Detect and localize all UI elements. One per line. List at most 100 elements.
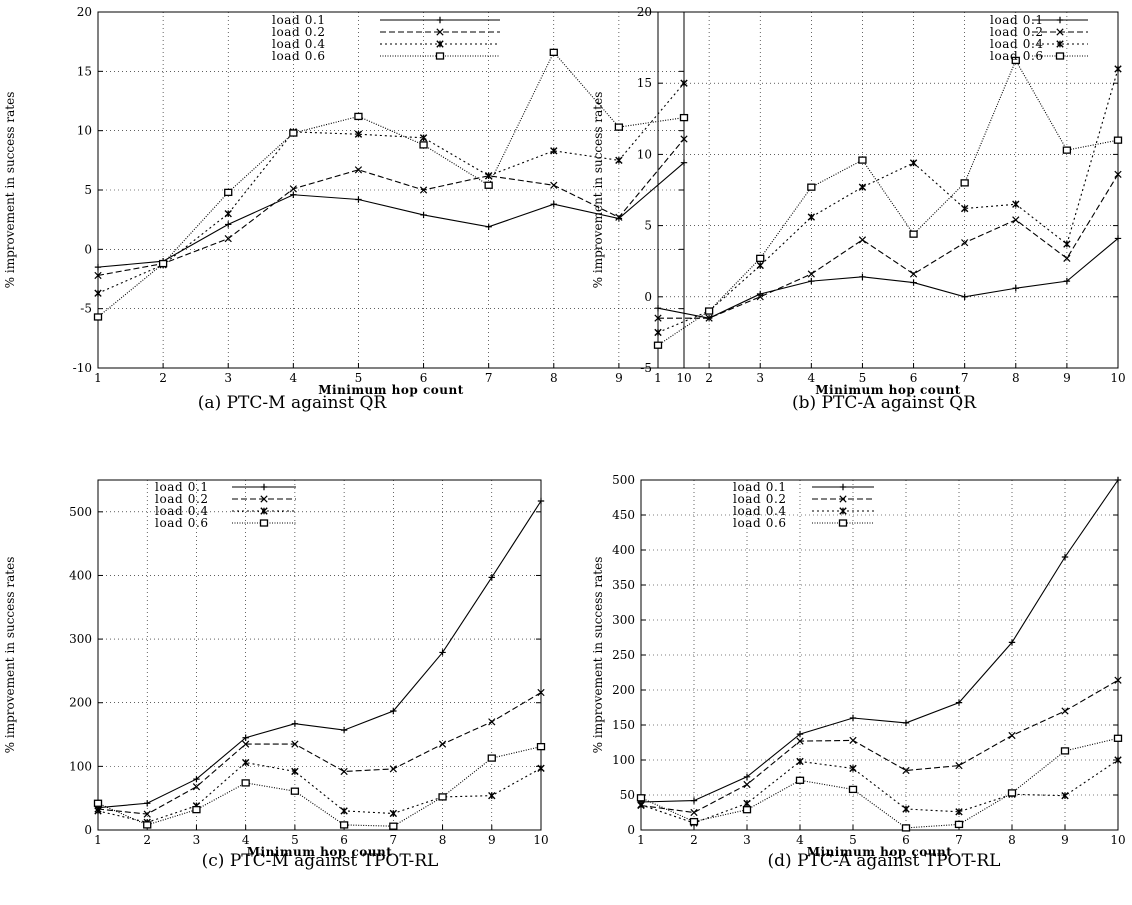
data-point [1062, 146, 1072, 154]
series-line [97, 746, 542, 827]
data-point [290, 787, 300, 795]
data-point [848, 785, 858, 794]
series-4 [653, 56, 1123, 349]
x-tick-label: 4 [796, 833, 804, 847]
y-tick-label: -5 [640, 361, 652, 375]
data-point [536, 742, 546, 751]
series-line [97, 82, 685, 294]
series-line [97, 692, 542, 815]
data-point [637, 801, 645, 809]
data-point [1012, 285, 1019, 292]
data-point [615, 215, 623, 222]
y-tick-label: 10 [637, 147, 652, 161]
data-point [224, 188, 233, 197]
y-tick-label: 0 [84, 242, 92, 256]
x-tick-label: 7 [955, 833, 963, 847]
series-line [658, 174, 1119, 319]
data-point [192, 783, 201, 791]
data-point [961, 239, 969, 247]
x-tick-label: 10 [533, 833, 548, 847]
data-point [488, 718, 496, 726]
legend-label: load 0.1 [990, 13, 1044, 27]
data-point [340, 726, 348, 734]
x-tick-label: 8 [550, 371, 558, 385]
data-point [955, 699, 963, 706]
y-tick-label: 500 [69, 505, 92, 519]
data-point [484, 172, 493, 180]
data-point [1011, 56, 1020, 65]
data-point [485, 223, 492, 230]
x-tick-label: 6 [340, 833, 348, 847]
series-line [97, 162, 685, 268]
data-point [705, 314, 713, 322]
data-point [438, 793, 447, 801]
x-tick-label: 9 [488, 833, 496, 847]
data-point [743, 780, 751, 789]
data-point [614, 123, 624, 131]
x-tick-label: 8 [1012, 371, 1020, 385]
x-tick-label: 2 [690, 833, 698, 847]
x-tick-label: 5 [291, 833, 299, 847]
data-point [807, 270, 815, 278]
series-line [97, 500, 542, 809]
legend-label: load 0.1 [272, 13, 326, 27]
x-axis-label: Minimum hop count [807, 845, 953, 859]
data-point [1008, 639, 1016, 646]
data-point [680, 79, 688, 87]
x-tick-label: 3 [743, 833, 751, 847]
data-point [807, 183, 816, 191]
legend-label: load 0.2 [733, 492, 787, 506]
data-point [902, 805, 910, 813]
x-axis-label: Minimum hop count [318, 383, 464, 397]
x-tick-label: 9 [615, 371, 623, 385]
x-tick-label: 8 [439, 833, 447, 847]
data-point [1114, 170, 1122, 178]
series-3 [94, 758, 545, 827]
series-4 [93, 742, 546, 830]
series-line [640, 759, 1119, 824]
legend-label: load 0.4 [733, 504, 787, 518]
data-point [796, 737, 804, 745]
data-point [689, 817, 699, 826]
x-tick-label: 4 [808, 371, 816, 385]
data-point [1063, 240, 1071, 248]
subfigure-caption: (b) PTC-A against QR [792, 393, 977, 413]
data-point [808, 277, 815, 285]
data-point [742, 806, 752, 814]
data-point [550, 201, 557, 208]
y-tick-label: 450 [612, 508, 635, 522]
data-point [909, 159, 918, 167]
data-point [289, 129, 298, 137]
data-point [291, 767, 299, 776]
data-point [756, 293, 764, 301]
data-point [1114, 676, 1122, 684]
data-point [756, 261, 764, 270]
y-tick-label: 200 [612, 683, 635, 697]
legend-label: load 0.6 [272, 49, 326, 63]
data-point [902, 719, 910, 727]
series-4 [93, 48, 689, 321]
legend-marker [435, 52, 445, 60]
x-tick-label: 5 [849, 833, 857, 847]
y-tick-label: 100 [69, 759, 92, 773]
x-tick-label: 3 [756, 371, 764, 385]
legend-marker [839, 495, 847, 503]
data-point [93, 799, 103, 807]
data-point [241, 779, 250, 787]
y-tick-label: 5 [644, 219, 652, 233]
data-point [680, 159, 688, 166]
x-tick-label: 6 [902, 833, 910, 847]
data-point [390, 707, 397, 715]
data-point [807, 213, 816, 221]
y-tick-label: 15 [637, 76, 652, 90]
y-tick-label: -10 [73, 361, 92, 375]
legend-marker [436, 28, 444, 36]
data-point [955, 808, 963, 816]
y-axis-label: % improvement in success rates [591, 557, 605, 754]
series-1 [654, 235, 1122, 322]
data-point [849, 764, 857, 773]
x-tick-label: 4 [242, 833, 250, 847]
legend-marker [260, 507, 268, 515]
